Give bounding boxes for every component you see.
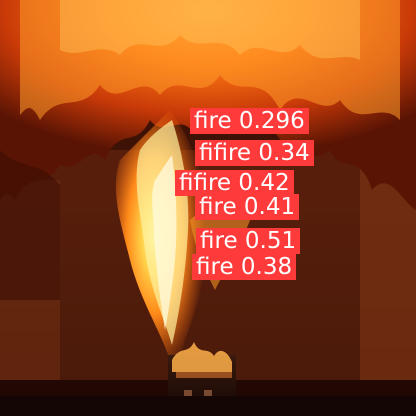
detection-label: fifire 0.34 <box>195 140 314 166</box>
detection-label: fire 0.51 <box>196 228 301 254</box>
detection-label: fire 0.296 <box>190 108 309 134</box>
detection-label: fifire 0.42 <box>175 170 294 196</box>
detection-label: fire 0.41 <box>195 194 300 220</box>
detection-label: fire 0.38 <box>192 254 297 280</box>
